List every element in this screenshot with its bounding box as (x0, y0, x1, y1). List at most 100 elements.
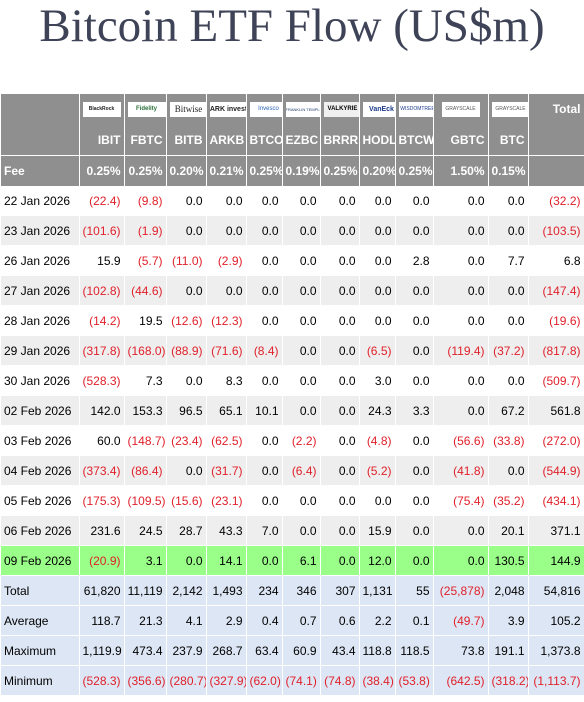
flow-value: 24.5 (124, 515, 167, 546)
fund-logo-cell: GRAYSCALE (433, 94, 489, 124)
flow-value: 0.0 (282, 186, 321, 216)
row-date: 02 Feb 2026 (1, 395, 80, 426)
flow-value: (5.2) (359, 455, 396, 486)
flow-value: 0.0 (359, 245, 396, 276)
ticker-header: BTCO (246, 124, 283, 156)
fund-logo-cell: WISDOMTREE (395, 94, 434, 124)
summary-value: (62.0) (246, 665, 283, 696)
summary-label: Maximum (1, 635, 80, 666)
flow-value: 67.2 (488, 395, 529, 426)
fund-logo: VALKYRIE (323, 101, 358, 117)
row-date: 23 Jan 2026 (1, 215, 80, 246)
summary-value: (49.7) (433, 605, 489, 636)
flow-value: 43.3 (206, 515, 247, 546)
table-row: 30 Jan 2026 (528.3) 7.3 0.0 8.3 0.0 0.0 0.0 3.0 0… (1, 365, 584, 396)
flow-value: 0.0 (395, 335, 434, 366)
flow-value: 65.1 (206, 395, 247, 426)
summary-value: 63.4 (246, 635, 283, 666)
flow-value: (56.6) (433, 425, 489, 456)
table-row: 28 Jan 2026 (14.2) 19.5 (12.6) (12.3) 0.0 0.0 0… (1, 305, 584, 336)
summary-row: Total 61,820 11,119 2,142 1,493 234 346 307 1,13… (1, 575, 584, 606)
row-date: 04 Feb 2026 (1, 455, 80, 486)
flow-value: 0.0 (206, 275, 247, 306)
flow-value: (44.6) (124, 275, 167, 306)
summary-value: 307 (320, 575, 360, 606)
flow-value: 0.0 (395, 485, 434, 516)
fee-label: Fee (1, 155, 80, 186)
flow-value: 0.0 (282, 335, 321, 366)
summary-value: 0.1 (395, 605, 434, 636)
flow-value: 0.0 (320, 425, 360, 456)
flow-value: 0.0 (282, 395, 321, 426)
flow-value: (75.4) (433, 485, 489, 516)
fee-value: 0.25% (124, 155, 167, 186)
summary-value: 2.2 (359, 605, 396, 636)
summary-value: 2,142 (166, 575, 207, 606)
flow-value: 0.0 (246, 455, 283, 486)
header-corner-cell (1, 94, 80, 124)
summary-value: 118.5 (395, 635, 434, 666)
fee-value: 0.25% (246, 155, 283, 186)
flow-value: 0.0 (206, 186, 247, 216)
fund-logo: Bitwise (169, 101, 205, 117)
flow-value: 0.0 (282, 245, 321, 276)
flow-value: (109.5) (124, 485, 167, 516)
flow-value: 0.0 (433, 215, 489, 246)
flow-value: (15.6) (166, 485, 207, 516)
flow-value: 0.0 (433, 515, 489, 546)
ticker-header: BITB (166, 124, 207, 156)
ticker-header: GBTC (433, 124, 489, 156)
flow-value: 0.0 (395, 515, 434, 546)
summary-label: Average (1, 605, 80, 636)
flow-value: (9.8) (124, 186, 167, 216)
fund-logo-cell: BlackRock (79, 94, 125, 124)
row-total: 371.1 (528, 515, 584, 546)
summary-value: 1,131 (359, 575, 396, 606)
flow-value: 0.0 (320, 365, 360, 396)
flow-value: 0.0 (246, 485, 283, 516)
flow-value: (23.1) (206, 485, 247, 516)
summary-value: 1,119.9 (79, 635, 125, 666)
summary-row: Minimum (528.3) (356.6) (280.7) (327.9) (62.0… (1, 665, 584, 696)
summary-value: (528.3) (79, 665, 125, 696)
logo-header-row: BlackRock Fidelity Bitwise ARK invest Invesc… (1, 94, 584, 124)
fund-logo-cell: Fidelity (124, 94, 167, 124)
flow-value: 0.0 (395, 365, 434, 396)
flow-value: 24.3 (359, 395, 396, 426)
flow-value: 0.0 (246, 365, 283, 396)
flow-value: 0.0 (395, 455, 434, 486)
flow-value: (102.8) (79, 275, 125, 306)
flow-value: 0.0 (488, 275, 529, 306)
summary-value: 118.8 (359, 635, 396, 666)
flow-value: (88.9) (166, 335, 207, 366)
row-total: (544.9) (528, 455, 584, 486)
flow-value: 0.0 (282, 275, 321, 306)
flow-value: 0.0 (359, 485, 396, 516)
flow-value: 0.0 (246, 186, 283, 216)
fund-logo-cell: FRANKLIN TEMPLETON (282, 94, 321, 124)
fee-value: 0.20% (359, 155, 396, 186)
row-total: (19.6) (528, 305, 584, 336)
table-row: 23 Jan 2026 (101.6) (1.9) 0.0 0.0 0.0 0.0 0.0 0.… (1, 215, 584, 246)
flow-value: 0.0 (395, 186, 434, 216)
summary-value: 43.4 (320, 635, 360, 666)
flow-value: 15.9 (79, 245, 125, 276)
fee-value: 0.21% (206, 155, 247, 186)
summary-value: 1,493 (206, 575, 247, 606)
fee-value: 0.25% (320, 155, 360, 186)
fee-value: 1.50% (433, 155, 489, 186)
summary-total: (1,113.7) (528, 665, 584, 696)
ticker-header: IBIT (79, 124, 125, 156)
summary-label: Minimum (1, 665, 80, 696)
flow-value: (23.4) (166, 425, 207, 456)
flow-value: (528.3) (79, 365, 125, 396)
fund-logo: Invesco (249, 101, 281, 117)
flow-value: (373.4) (79, 455, 125, 486)
flow-value: (12.6) (166, 305, 207, 336)
flow-value: 0.0 (433, 395, 489, 426)
flow-value: 28.7 (166, 515, 207, 546)
flow-value: 0.0 (166, 186, 207, 216)
flow-value: 0.0 (246, 545, 283, 576)
summary-value: 268.7 (206, 635, 247, 666)
fee-value: 0.15% (488, 155, 529, 186)
